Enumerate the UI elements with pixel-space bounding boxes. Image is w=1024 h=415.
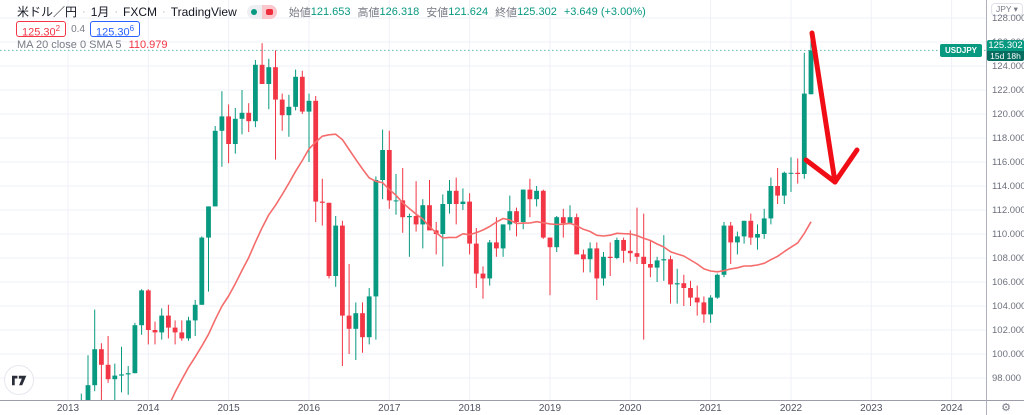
price-tick-label: 128.000 xyxy=(992,13,1024,24)
price-tick-label: 100.000 xyxy=(992,349,1024,360)
year-label: 2019 xyxy=(538,403,562,414)
price-tick-label: 108.000 xyxy=(992,253,1024,264)
interval-label[interactable]: 1月 xyxy=(90,5,110,19)
price-tick-label: 112.000 xyxy=(992,205,1024,216)
year-label: 2020 xyxy=(619,403,642,414)
year-label: 2024 xyxy=(940,403,963,414)
close-value: 125.302 xyxy=(517,5,557,18)
ask-price: 125.30 xyxy=(96,26,130,39)
year-label: 2018 xyxy=(458,403,481,414)
price-tick-label: 102.000 xyxy=(992,325,1024,336)
symbol-price-flag: USDJPY xyxy=(939,43,982,57)
ask-price-fraction: 6 xyxy=(129,24,135,33)
gear-icon[interactable]: ⚙ xyxy=(1001,402,1011,414)
price-tick-label: 120.000 xyxy=(992,109,1024,120)
year-label: 2014 xyxy=(137,403,160,414)
price-tick-label: 114.000 xyxy=(992,181,1024,192)
price-tick-label: 98.000 xyxy=(992,373,1022,384)
trend-arrow-annotation[interactable] xyxy=(803,30,860,185)
year-label: 2013 xyxy=(56,403,80,414)
buy-ask-button[interactable]: 125.306 xyxy=(90,21,141,39)
separator-dot: · xyxy=(162,5,166,18)
price-tick-label: 104.000 xyxy=(992,301,1024,312)
price-tick-label: 110.000 xyxy=(992,229,1024,240)
year-label: 2022 xyxy=(779,403,803,414)
currency-unit-button[interactable]: JPY ▾ xyxy=(991,3,1023,16)
sell-bid-button[interactable]: 125.302 xyxy=(16,21,67,39)
symbol-title[interactable]: 米ドル／円 xyxy=(17,5,78,19)
ma-line[interactable] xyxy=(148,133,812,400)
open-label: 始値 xyxy=(288,6,311,19)
chart-legend: 米ドル／円 · 1月 · FXCM · TradingView 始値 121.6… xyxy=(17,3,646,20)
year-label: 2023 xyxy=(860,403,883,414)
grid-lines xyxy=(0,0,986,400)
low-value: 121.624 xyxy=(448,5,489,18)
bid-price: 125.30 xyxy=(22,26,56,39)
close-label: 終値 xyxy=(495,6,518,19)
platform-label[interactable]: TradingView xyxy=(170,4,237,19)
tv-logo-glyph xyxy=(11,375,26,385)
spread-value: 0.4 xyxy=(71,23,86,35)
indicator-legend: MA 20 close 0 SMA 5 110.979 xyxy=(17,39,168,51)
price-tick-label: 124.000 xyxy=(992,61,1024,72)
price-tick-label: 116.000 xyxy=(992,157,1024,168)
ma-indicator-label[interactable]: MA 20 close 0 SMA 5 xyxy=(17,39,122,51)
time-axis[interactable]: 2013 2014 2015 2016 2017 2018 2019 2020 2021 2022… xyxy=(0,400,986,415)
price-chart[interactable] xyxy=(0,0,986,400)
ohlc-readout: 始値 121.653 高値 126.318 安値 121.624 終値 125.… xyxy=(289,4,646,20)
year-label: 2017 xyxy=(378,403,401,414)
high-value: 126.318 xyxy=(379,5,420,18)
open-value: 121.653 xyxy=(310,5,351,18)
separator-dot: · xyxy=(114,5,119,18)
last-price-value: 125.302 xyxy=(987,39,1024,51)
delayed-data-icon xyxy=(261,4,277,19)
currency-label: JPY xyxy=(996,4,1012,14)
candles-layer[interactable] xyxy=(19,38,814,400)
year-label: 2015 xyxy=(217,403,240,414)
year-label: 2021 xyxy=(699,403,722,414)
market-status-pill[interactable] xyxy=(246,4,277,19)
candlestick-chart-canvas[interactable] xyxy=(0,0,986,400)
chevron-down-icon: ▾ xyxy=(1013,4,1018,14)
price-tick-label: 122.000 xyxy=(992,85,1024,96)
bar-countdown: 15d 18h xyxy=(987,50,1024,61)
axis-settings-cell: ⚙ xyxy=(986,400,1024,415)
high-label: 高値 xyxy=(357,6,380,19)
year-label: 2016 xyxy=(297,403,321,414)
price-tick-label: 106.000 xyxy=(992,277,1024,288)
low-label: 安値 xyxy=(426,6,449,19)
separator-dot: · xyxy=(82,5,86,18)
tradingview-logo[interactable] xyxy=(4,365,34,395)
change-value: +3.649 (+3.00%) xyxy=(563,5,646,18)
price-tick-label: 118.000 xyxy=(992,133,1024,144)
ma-indicator-value: 110.979 xyxy=(128,39,168,51)
bid-ask-row: 125.302 0.4 125.306 xyxy=(16,21,141,39)
exchange-label: FXCM xyxy=(123,4,158,19)
last-price-axis-label: 125.302 15d 18h xyxy=(987,39,1024,61)
market-open-icon xyxy=(246,4,262,19)
bid-price-fraction: 2 xyxy=(55,24,61,33)
